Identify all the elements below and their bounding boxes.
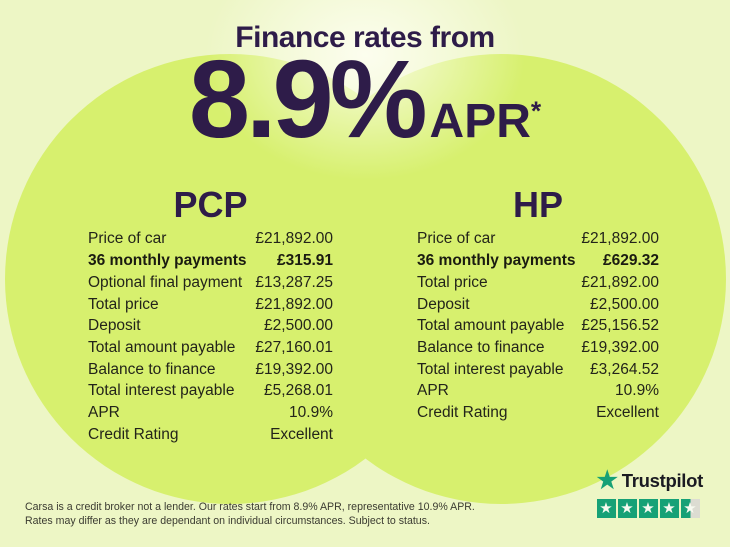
- disclaimer: Carsa is a credit broker not a lender. O…: [25, 501, 475, 528]
- row-value: £13,287.25: [255, 273, 333, 291]
- rate-value: 8.9%: [188, 38, 428, 161]
- row-label: Total interest payable: [88, 382, 235, 400]
- row-value: £21,892.00: [581, 230, 659, 248]
- rate-suffix-label: APR: [429, 95, 531, 148]
- rate-suffix: APR*: [430, 95, 542, 148]
- row-label: Price of car: [417, 230, 496, 248]
- rating-star-icon: ★: [599, 499, 613, 517]
- row-value: £3,264.52: [590, 360, 659, 378]
- table-row: Total interest payable £3,264.52: [417, 359, 659, 381]
- row-value: £19,392.00: [255, 360, 333, 378]
- row-value: Excellent: [596, 403, 659, 421]
- row-label: Total interest payable: [417, 360, 564, 378]
- rate-asterisk: *: [530, 96, 542, 126]
- rating-star-box: ★: [659, 499, 679, 518]
- rating-star-icon: ★: [662, 499, 676, 517]
- rating-star-icon: ★: [620, 499, 634, 517]
- rating-star-box: ★: [596, 499, 616, 518]
- row-value: £315.91: [276, 252, 333, 270]
- trustpilot-star-icon: ★: [596, 467, 619, 494]
- row-value: £21,892.00: [255, 230, 333, 248]
- disclaimer-line-2: Rates may differ as they are dependant o…: [25, 514, 430, 527]
- table-row: Credit Rating Excellent: [417, 402, 659, 424]
- table-row: Total amount payable £27,160.01: [88, 337, 333, 359]
- table-row: Price of car £21,892.00: [88, 229, 333, 251]
- row-label: Total price: [88, 295, 159, 313]
- row-value: £2,500.00: [590, 295, 659, 313]
- pcp-table-rows: Price of car £21,892.00 36 monthly payment…: [88, 229, 333, 446]
- row-value: £25,156.52: [581, 317, 659, 335]
- row-label: Optional final payment: [88, 273, 243, 291]
- row-label: 36 monthly payments: [417, 252, 576, 270]
- rating-star-box: ★: [680, 499, 700, 518]
- trustpilot-wordmark: Trustpilot: [621, 470, 704, 491]
- table-row: Deposit £2,500.00: [417, 294, 659, 316]
- trustpilot-rating-stars: ★ ★ ★ ★ ★: [596, 499, 704, 518]
- row-label: Total price: [417, 273, 488, 291]
- row-label: Balance to finance: [417, 338, 545, 356]
- table-row: Balance to finance £19,392.00: [88, 359, 333, 381]
- row-label: Credit Rating: [88, 425, 179, 443]
- table-row: APR 10.9%: [417, 380, 659, 402]
- pcp-table: PCP Price of car £21,892.00 36 monthly pay…: [88, 185, 333, 445]
- row-label: Total amount payable: [417, 317, 565, 335]
- table-row: Total price £21,892.00: [417, 272, 659, 294]
- rating-star-icon: ★: [683, 499, 697, 517]
- banner-title: Finance rates from: [235, 21, 495, 54]
- row-label: APR: [88, 403, 120, 421]
- headline-rate: 8.9% APR*: [0, 45, 730, 155]
- table-row: Total interest payable £5,268.01: [88, 380, 333, 402]
- row-value: 10.9%: [289, 403, 333, 421]
- rating-star-box: ★: [638, 499, 658, 518]
- table-row: Balance to finance £19,392.00: [417, 337, 659, 359]
- row-value: £27,160.01: [255, 338, 333, 356]
- row-value: Excellent: [270, 425, 333, 443]
- table-row: APR 10.9%: [88, 402, 333, 424]
- row-label: Deposit: [88, 317, 141, 335]
- row-label: Total amount payable: [88, 338, 236, 356]
- row-label: Credit Rating: [417, 403, 508, 421]
- row-value: £21,892.00: [581, 273, 659, 291]
- rating-star-icon: ★: [641, 499, 655, 517]
- table-row: Total amount payable £25,156.52: [417, 315, 659, 337]
- hp-table-title: HP: [512, 184, 563, 225]
- row-value: £629.32: [602, 252, 659, 270]
- table-row: Total price £21,892.00: [88, 294, 333, 316]
- disclaimer-line-1: Carsa is a credit broker not a lender. O…: [25, 501, 475, 513]
- hp-table: HP Price of car £21,892.00 36 monthly paym…: [417, 185, 659, 424]
- hp-table-rows: Price of car £21,892.00 36 monthly payment…: [417, 229, 659, 424]
- row-label: Balance to finance: [88, 360, 216, 378]
- table-row: 36 monthly payments £629.32: [417, 250, 659, 272]
- row-value: £19,392.00: [581, 338, 659, 356]
- pcp-table-title: PCP: [173, 184, 248, 225]
- table-row: Optional final payment £13,287.25: [88, 272, 333, 294]
- trustpilot-logo: ★ Trustpilot: [597, 469, 704, 493]
- table-row: Price of car £21,892.00: [417, 229, 659, 251]
- row-value: £21,892.00: [255, 295, 333, 313]
- row-label: Price of car: [88, 230, 167, 248]
- row-label: Deposit: [417, 295, 470, 313]
- row-label: APR: [417, 382, 449, 400]
- row-value: £2,500.00: [264, 317, 333, 335]
- table-row: Deposit £2,500.00: [88, 315, 333, 337]
- trustpilot-badge: ★ Trustpilot ★ ★ ★ ★ ★: [596, 469, 704, 518]
- rating-star-box: ★: [617, 499, 637, 518]
- row-value: 10.9%: [615, 382, 659, 400]
- row-label: 36 monthly payments: [88, 252, 247, 270]
- row-value: £5,268.01: [264, 382, 333, 400]
- table-row: 36 monthly payments £315.91: [88, 250, 333, 272]
- table-row: Credit Rating Excellent: [88, 424, 333, 446]
